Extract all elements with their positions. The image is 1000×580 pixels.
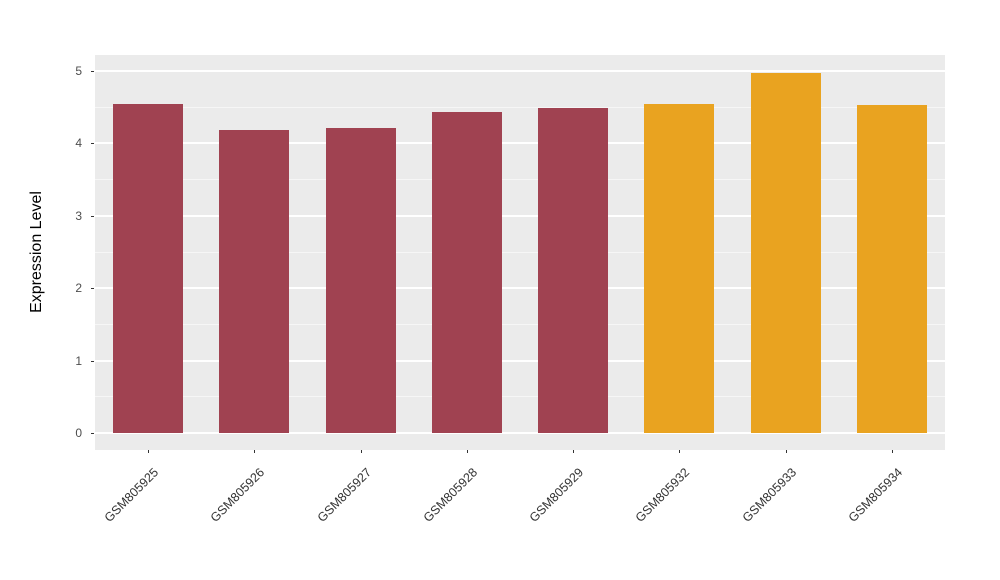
x-tick-label: GSM805934: [845, 465, 906, 525]
y-tick-label: 4: [75, 136, 82, 151]
y-tick-label: 2: [75, 281, 82, 296]
x-tick-label: GSM805932: [633, 465, 693, 525]
gridline-major: [95, 287, 945, 290]
gridline-major: [95, 432, 945, 434]
y-tick-label: 1: [75, 353, 82, 368]
gridline-major: [95, 70, 945, 72]
gridline-minor: [95, 323, 945, 325]
bar: [432, 112, 502, 433]
y-tick-mark: [91, 71, 94, 72]
x-tick-mark: [148, 450, 149, 453]
x-tick-label: GSM805926: [208, 465, 268, 525]
x-tick-mark: [786, 450, 787, 453]
gridline-major: [95, 142, 945, 145]
x-tick-mark: [679, 450, 680, 453]
gridline-minor: [95, 251, 945, 253]
bar: [538, 108, 608, 433]
y-tick-mark: [91, 360, 94, 362]
y-tick-label: 0: [75, 426, 82, 440]
x-tick-label: GSM805927: [314, 465, 374, 525]
x-tick-mark: [573, 450, 574, 453]
bar: [113, 104, 183, 433]
bar: [857, 105, 927, 433]
plot-panel: [95, 55, 945, 450]
bar: [751, 73, 821, 433]
x-tick-label: GSM805929: [526, 465, 587, 525]
y-tick-mark: [91, 143, 94, 145]
y-tick-mark: [91, 433, 94, 434]
y-tick-mark: [91, 288, 94, 290]
x-tick-mark: [254, 450, 255, 453]
bar: [219, 130, 289, 433]
gridline-minor: [95, 396, 945, 398]
x-tick-label: GSM805925: [101, 465, 162, 525]
x-tick-label: GSM805928: [420, 465, 481, 525]
y-tick-label: 5: [75, 64, 82, 78]
bar: [644, 104, 714, 433]
y-tick-mark: [91, 215, 94, 217]
x-tick-mark: [892, 450, 893, 453]
gridline-major: [95, 214, 945, 217]
gridline-minor: [95, 106, 945, 108]
y-tick-label: 3: [75, 208, 82, 223]
bar: [326, 128, 396, 433]
gridline-minor: [95, 179, 945, 181]
gridline-major: [95, 359, 945, 362]
x-tick-label: GSM805933: [739, 465, 799, 525]
x-tick-mark: [467, 450, 468, 453]
x-tick-mark: [361, 450, 362, 453]
